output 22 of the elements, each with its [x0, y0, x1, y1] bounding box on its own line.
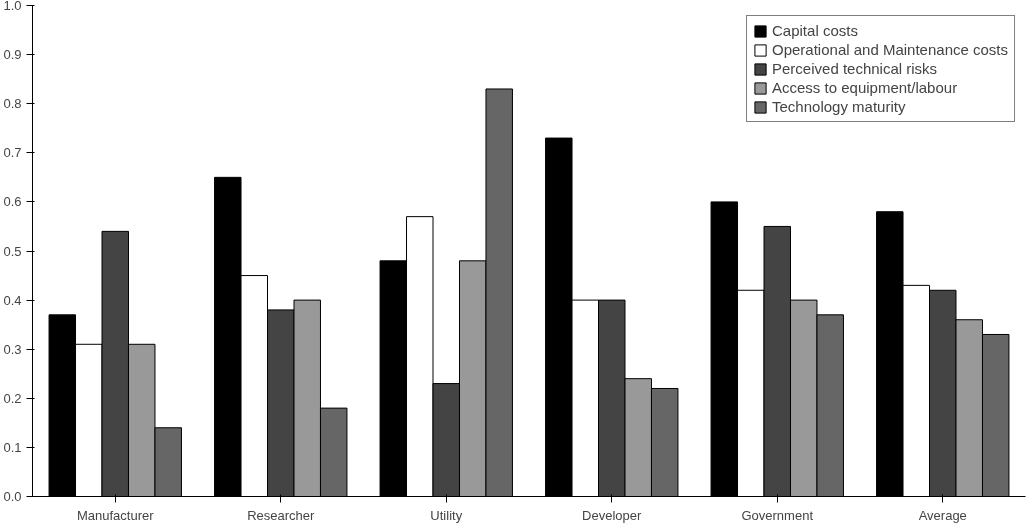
y-tick-label: 0.7	[3, 145, 22, 161]
y-tick-label: 0.0	[3, 489, 22, 504]
y-tick-label: 0.3	[3, 341, 22, 357]
x-tick-label: Developer	[582, 507, 643, 523]
legend-label: Access to equipment/labour	[772, 79, 958, 96]
y-tick-label: 0.8	[3, 96, 22, 112]
legend-label: Capital costs	[772, 22, 858, 39]
legend-label: Technology maturity	[772, 98, 906, 115]
x-tick-label: Manufacturer	[76, 507, 155, 523]
x-tick-label: Utility	[430, 507, 463, 523]
x-tick-label: Average	[918, 507, 967, 523]
y-tick-label: 0.2	[3, 390, 22, 406]
y-tick-label: 0.1	[3, 439, 22, 455]
y-tick-label: 0.6	[3, 194, 22, 210]
legend-label: Operational and Maintenance costs	[772, 41, 1008, 58]
x-tick-label: Government	[741, 507, 814, 523]
y-tick-label: 1.0	[3, 0, 22, 13]
y-tick-label: 0.4	[3, 292, 22, 308]
x-tick-label: Researcher	[247, 507, 316, 523]
legend-label: Perceived technical risks	[772, 60, 938, 77]
y-tick-label: 0.9	[3, 47, 22, 63]
y-tick-label: 0.5	[3, 243, 22, 259]
